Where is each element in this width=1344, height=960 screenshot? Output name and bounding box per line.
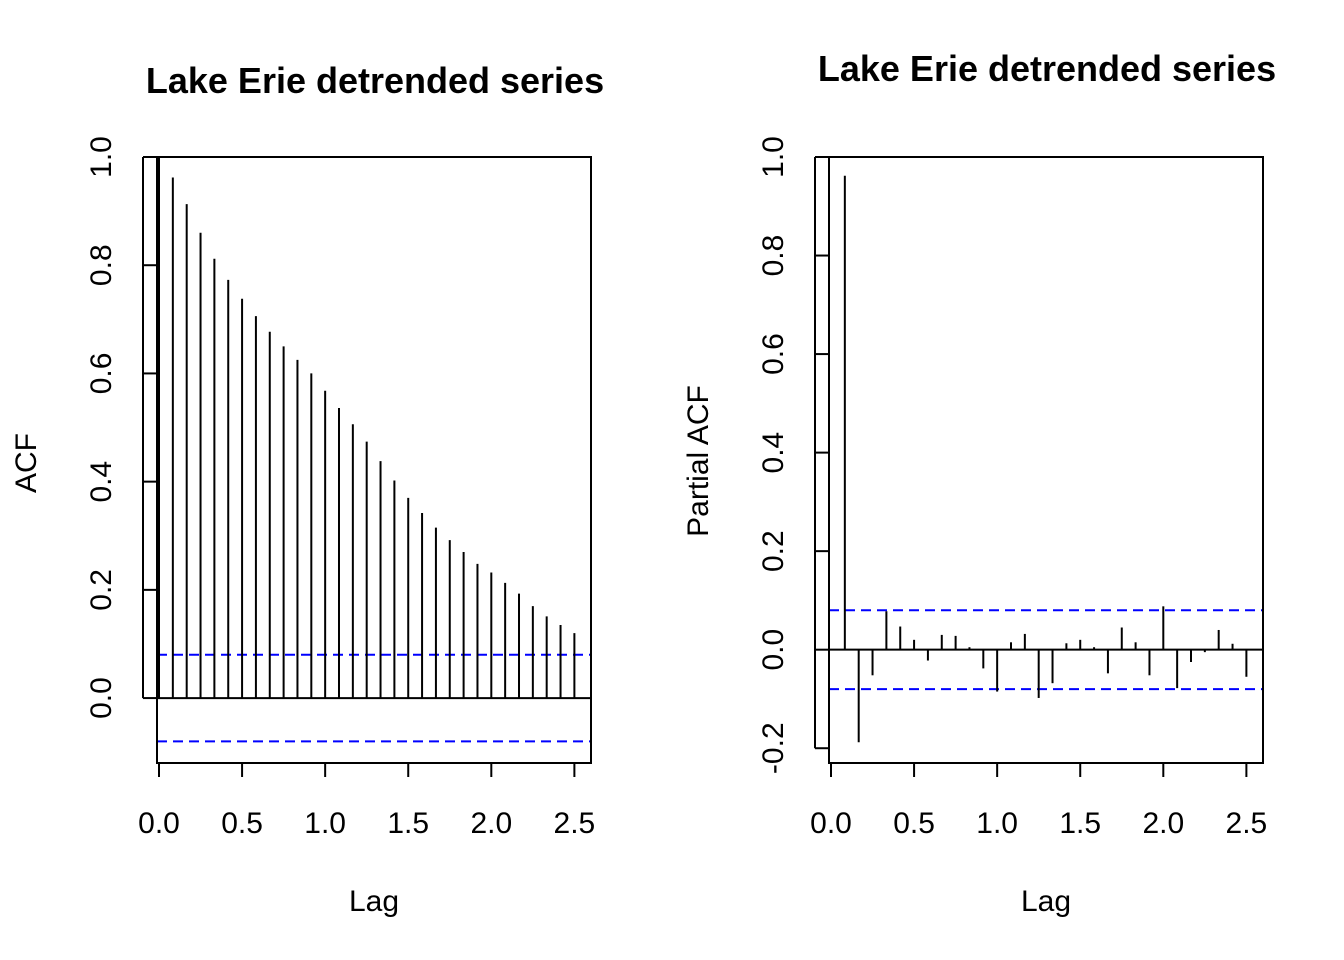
- acf-x-axis: 0.0 0.5 1.0 1.5 2.0 2.5: [138, 762, 596, 840]
- pacf-y-tick-label: 0.4: [757, 432, 790, 474]
- acf-ylabel: ACF: [10, 433, 43, 493]
- acf-y-tick-label: 0.6: [85, 353, 118, 395]
- pacf-x-tick-label: 2.5: [1226, 807, 1268, 840]
- pacf-x-tick-label: 0.5: [893, 807, 935, 840]
- acf-xlabel: Lag: [349, 885, 399, 918]
- pacf-x-axis: 0.0 0.5 1.0 1.5 2.0 2.5: [810, 762, 1268, 840]
- pacf-title: Lake Erie detrended series: [818, 48, 1276, 89]
- pacf-y-axis: -0.2 0.0 0.2 0.4 0.6 0.8 1.0: [757, 136, 829, 774]
- acf-title: Lake Erie detrended series: [146, 60, 604, 101]
- pacf-panel: Lake Erie detrended series Lag Partial A…: [682, 48, 1276, 918]
- pacf-xlabel: Lag: [1021, 885, 1071, 918]
- acf-panel: Lake Erie detrended series Lag ACF 0.0 0.…: [10, 60, 604, 918]
- acf-y-tick-label: 0.0: [85, 677, 118, 719]
- pacf-bars: [843, 175, 1248, 743]
- pacf-x-tick-label: 0.0: [810, 807, 852, 840]
- acf-x-tick-label: 0.0: [138, 807, 180, 840]
- pacf-x-tick-label: 1.0: [976, 807, 1018, 840]
- acf-y-tick-label: 1.0: [85, 136, 118, 178]
- pacf-ylabel: Partial ACF: [682, 385, 715, 537]
- acf-x-tick-label: 1.5: [387, 807, 429, 840]
- acf-x-tick-label: 2.5: [554, 807, 596, 840]
- acf-y-tick-label: 0.2: [85, 569, 118, 611]
- pacf-x-tick-label: 2.0: [1142, 807, 1184, 840]
- acf-y-tick-label: 0.4: [85, 461, 118, 503]
- pacf-y-tick-label: 1.0: [757, 136, 790, 178]
- acf-x-tick-label: 2.0: [470, 807, 512, 840]
- pacf-plot-frame: [828, 156, 1264, 764]
- acf-y-axis: 0.0 0.2 0.4 0.6 0.8 1.0: [85, 136, 157, 719]
- pacf-y-tick-label: 0.0: [757, 629, 790, 671]
- pacf-y-tick-label: 0.2: [757, 530, 790, 572]
- acf-plot-frame: [156, 156, 592, 764]
- pacf-y-tick-label: 0.6: [757, 333, 790, 375]
- pacf-x-tick-label: 1.5: [1059, 807, 1101, 840]
- acf-x-tick-label: 0.5: [221, 807, 263, 840]
- acf-x-tick-label: 1.0: [304, 807, 346, 840]
- pacf-ci-lines: [829, 609, 1263, 691]
- acf-bars: [158, 157, 576, 699]
- acf-y-tick-label: 0.8: [85, 244, 118, 286]
- pacf-y-tick-label: -0.2: [757, 722, 790, 774]
- pacf-y-tick-label: 0.8: [757, 235, 790, 277]
